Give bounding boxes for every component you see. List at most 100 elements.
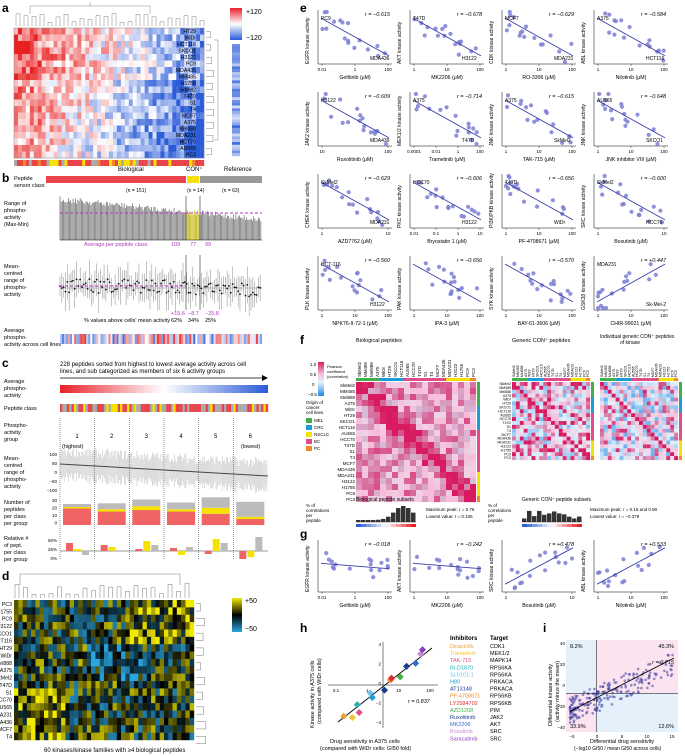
f-corr-cell xyxy=(615,421,620,425)
f-corr-cell xyxy=(646,448,651,453)
a-heat-cell xyxy=(89,54,94,61)
f-corr-cell xyxy=(586,393,591,398)
f-corr-cell xyxy=(578,452,583,457)
f-corr-cell xyxy=(566,397,571,402)
b-mean-dot xyxy=(103,280,105,283)
a-heat-cell xyxy=(61,112,66,120)
d-heat-cell xyxy=(168,681,173,689)
d-heat-cell xyxy=(181,732,186,741)
d-heat-cell xyxy=(95,666,100,674)
f-corr-cell xyxy=(642,436,647,441)
d-heat-cell xyxy=(14,622,19,630)
f-corr-cell xyxy=(566,413,571,418)
a-heat-cell xyxy=(65,67,70,74)
b-range-l2: activity xyxy=(4,215,21,221)
a-heat-cell xyxy=(73,86,78,94)
a-heat-cell xyxy=(81,112,86,120)
f-corr-cell xyxy=(607,397,612,402)
f-corr-cell xyxy=(650,405,655,410)
d-heat-cell xyxy=(176,600,182,608)
a-heat-cell xyxy=(188,151,193,159)
f-corr-cell xyxy=(586,413,591,418)
f-corr-cell xyxy=(615,428,620,433)
a-side-cell xyxy=(232,77,240,81)
f-corr-cell xyxy=(650,389,655,394)
f-corr-cell xyxy=(458,466,465,473)
a-heat-cell xyxy=(132,54,137,61)
a-heat-cell xyxy=(97,28,102,35)
b-range-l1: phospho- xyxy=(4,208,27,214)
f-hist-scale xyxy=(386,524,391,527)
d-heat-cell xyxy=(125,725,130,733)
d-heat-cell xyxy=(95,725,100,733)
a-heat-cell xyxy=(136,119,141,126)
f-corr-cell xyxy=(582,382,587,386)
d-heat-cell xyxy=(26,688,32,696)
e-r: r = −0.648 xyxy=(641,94,667,100)
d-heat-cell xyxy=(52,695,58,704)
a-heat-cell xyxy=(105,41,110,48)
a-heat-cell xyxy=(85,86,90,94)
a-class-cell xyxy=(174,160,178,166)
d-heat-cell xyxy=(181,651,186,660)
c-count-bar xyxy=(97,503,126,510)
a-heat-cell xyxy=(168,73,173,81)
d-heat-cell xyxy=(56,658,62,667)
f-corr-cell xyxy=(674,448,679,453)
a-heat-cell xyxy=(17,60,23,68)
f-corr-cell xyxy=(623,389,628,394)
d-heat-cell xyxy=(91,644,96,652)
d-heat-cell xyxy=(26,681,32,689)
f-corr-cell xyxy=(646,393,651,398)
f-corr-cell xyxy=(404,484,411,491)
f-origin-strip-top xyxy=(654,378,659,381)
a-heat-cell xyxy=(89,60,94,68)
a-heat-cell xyxy=(124,60,129,68)
a-heat-cell xyxy=(109,125,114,133)
d-heat-cell xyxy=(129,710,135,719)
a-heat-cell xyxy=(93,67,98,74)
c-class-cell xyxy=(147,404,151,412)
d-heat-cell xyxy=(65,600,70,608)
d-heat-cell xyxy=(134,629,139,638)
d-heat-cell xyxy=(95,651,100,660)
a-side-cell xyxy=(232,130,240,134)
b-mean-dot xyxy=(62,286,65,289)
f-origin-strip xyxy=(477,484,480,491)
a-side-cell xyxy=(232,102,240,106)
a-heat-cell xyxy=(25,34,31,42)
e-point xyxy=(466,125,471,130)
d-heat-cell xyxy=(56,607,62,615)
d-heat-cell xyxy=(181,710,186,719)
a-heat-cell xyxy=(196,86,201,94)
d-heat-cell xyxy=(52,614,58,623)
f-corr-cell xyxy=(670,456,675,461)
f-origin-strip xyxy=(591,393,594,398)
d-heat-cell xyxy=(108,717,113,726)
d-heat-cell xyxy=(155,651,160,660)
a-heat-cell xyxy=(25,99,31,107)
f-corr-cell xyxy=(458,424,465,431)
d-heat-cell xyxy=(18,673,23,682)
d-heat-cell xyxy=(116,717,122,726)
a-heat-cell xyxy=(69,106,74,113)
f-row-label: WiDr xyxy=(345,407,355,412)
a-heat-cell xyxy=(73,60,78,68)
a-heat-cell xyxy=(200,73,205,81)
f-corr-cell xyxy=(611,440,616,445)
d-heat-cell xyxy=(181,644,186,652)
f-corr-cell xyxy=(674,421,679,425)
e-point xyxy=(507,9,512,15)
f-corr-cell xyxy=(374,478,381,485)
a-heat-cell xyxy=(73,119,78,126)
d-heat-cell xyxy=(168,600,173,608)
a-heat-cell xyxy=(156,47,161,55)
e-point xyxy=(326,265,331,270)
f-corr-cell xyxy=(374,454,381,461)
g-point xyxy=(470,573,475,579)
f-corr-cell xyxy=(386,484,393,491)
a-heat-cell xyxy=(25,132,31,139)
f-origin-strip-top xyxy=(666,378,671,381)
e-point xyxy=(476,211,481,216)
f-corr-cell xyxy=(410,394,417,401)
